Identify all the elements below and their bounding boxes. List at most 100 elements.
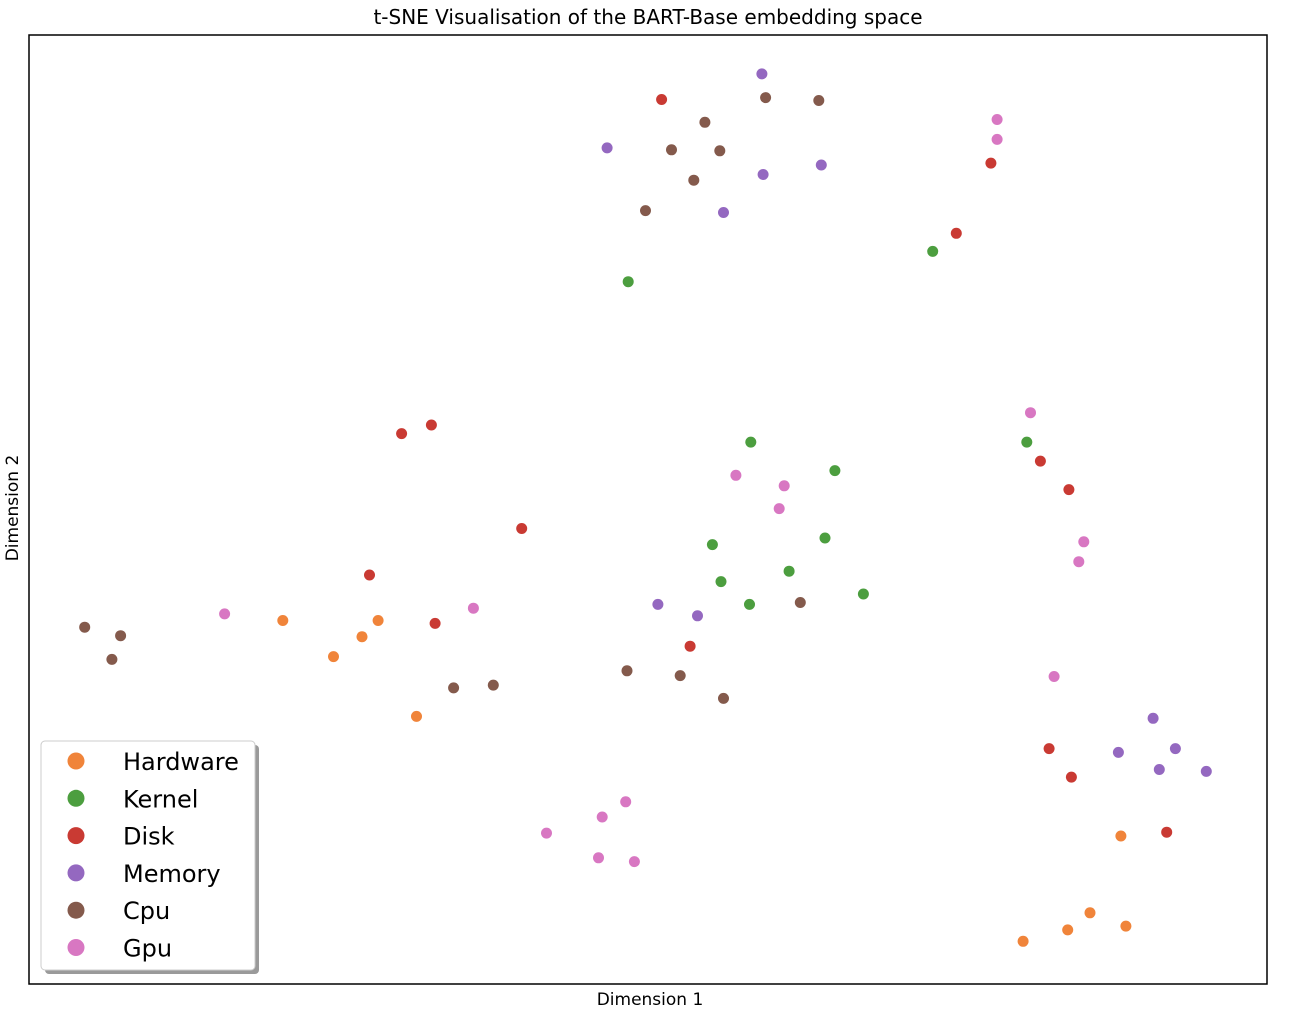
legend-label-cpu: Cpu — [123, 897, 170, 925]
point-memory-11 — [1200, 765, 1212, 777]
point-cpu-8 — [115, 630, 127, 642]
legend-marker-cpu — [67, 901, 85, 919]
point-cpu-14 — [674, 670, 686, 682]
point-gpu-7 — [1073, 556, 1085, 568]
legend-marker-disk — [67, 827, 85, 845]
point-hardware-5 — [1115, 830, 1127, 842]
point-gpu-1 — [991, 133, 1003, 145]
point-cpu-2 — [699, 116, 711, 128]
point-hardware-4 — [411, 710, 422, 722]
point-memory-5 — [652, 598, 664, 610]
series-kernel — [622, 245, 1033, 610]
legend-marker-memory — [67, 864, 85, 882]
point-kernel-5 — [783, 565, 795, 577]
legend-marker-gpu — [67, 939, 85, 956]
y-axis-label: Dimension 2 — [3, 455, 23, 562]
point-cpu-1 — [813, 95, 825, 106]
point-memory-1 — [601, 142, 613, 154]
point-kernel-0 — [622, 276, 634, 288]
chart-title: t-SNE Visualisation of the BART-Base emb… — [373, 5, 922, 29]
point-gpu-15 — [628, 856, 640, 868]
point-memory-9 — [1169, 743, 1181, 755]
point-gpu-3 — [730, 469, 742, 481]
point-disk-5 — [516, 523, 528, 534]
point-hardware-1 — [328, 651, 339, 663]
series-memory — [601, 68, 1212, 777]
point-disk-6 — [364, 569, 375, 581]
legend-label-memory: Memory — [123, 860, 221, 888]
point-gpu-4 — [778, 480, 790, 492]
point-cpu-10 — [448, 682, 460, 694]
point-disk-4 — [425, 419, 437, 431]
point-hardware-3 — [372, 615, 384, 626]
point-cpu-6 — [640, 205, 651, 217]
point-cpu-15 — [718, 692, 729, 704]
point-memory-8 — [1112, 746, 1124, 758]
legend-label-disk: Disk — [123, 823, 175, 851]
point-gpu-0 — [991, 114, 1003, 125]
point-gpu-13 — [541, 827, 552, 839]
point-hardware-2 — [356, 631, 368, 643]
point-gpu-14 — [593, 852, 604, 864]
point-disk-10 — [1063, 484, 1075, 496]
point-kernel-2 — [745, 436, 757, 448]
legend-marker-hardware — [67, 752, 85, 770]
legend-label-kernel: Kernel — [123, 785, 198, 813]
series-cpu — [79, 92, 825, 704]
point-disk-12 — [1065, 771, 1077, 783]
point-hardware-7 — [1062, 924, 1074, 936]
legend-label-hardware: Hardware — [123, 748, 239, 776]
point-kernel-1 — [927, 245, 939, 257]
point-kernel-4 — [706, 539, 718, 551]
point-cpu-0 — [760, 92, 772, 104]
point-kernel-7 — [819, 532, 831, 544]
point-cpu-4 — [714, 145, 726, 157]
point-disk-2 — [950, 227, 962, 239]
point-disk-7 — [429, 617, 441, 629]
point-disk-0 — [656, 94, 668, 105]
point-gpu-9 — [467, 602, 479, 614]
point-cpu-3 — [666, 144, 677, 156]
legend: Hardware Kernel Disk Memory Cpu Gpu — [40, 740, 259, 974]
point-kernel-8 — [744, 598, 755, 610]
point-cpu-9 — [106, 653, 118, 665]
point-memory-10 — [1153, 764, 1165, 775]
legend-label-gpu: Gpu — [123, 935, 172, 963]
series-gpu — [219, 114, 1090, 868]
point-memory-3 — [757, 169, 769, 180]
point-memory-0 — [756, 68, 768, 80]
point-memory-4 — [718, 207, 729, 218]
point-memory-6 — [692, 610, 703, 622]
point-cpu-13 — [621, 665, 633, 677]
point-disk-13 — [1161, 826, 1173, 838]
point-disk-11 — [1043, 743, 1055, 755]
legend-marker-kernel — [67, 789, 85, 807]
x-axis-label: Dimension 1 — [597, 990, 704, 1010]
point-kernel-6 — [715, 576, 727, 588]
point-hardware-6 — [1017, 935, 1029, 947]
point-gpu-5 — [773, 503, 785, 515]
point-cpu-5 — [688, 174, 700, 186]
series-hardware — [277, 615, 1132, 947]
point-disk-3 — [396, 428, 408, 440]
point-cpu-11 — [487, 679, 499, 691]
point-hardware-8 — [1084, 907, 1096, 919]
point-kernel-9 — [857, 588, 869, 600]
series-disk — [364, 94, 1173, 838]
point-disk-8 — [684, 640, 696, 652]
point-gpu-11 — [620, 796, 632, 808]
point-memory-2 — [815, 159, 827, 171]
point-gpu-2 — [1025, 407, 1036, 419]
point-disk-9 — [1034, 455, 1046, 467]
point-disk-1 — [985, 157, 997, 169]
point-memory-7 — [1147, 712, 1159, 724]
legend-box — [40, 740, 256, 971]
point-gpu-8 — [219, 608, 231, 620]
point-gpu-12 — [596, 811, 608, 823]
plot-area-frame — [28, 34, 1268, 985]
point-gpu-10 — [1048, 671, 1060, 682]
data-points — [79, 68, 1212, 947]
point-kernel-10 — [1021, 436, 1033, 448]
point-hardware-9 — [1120, 920, 1132, 932]
